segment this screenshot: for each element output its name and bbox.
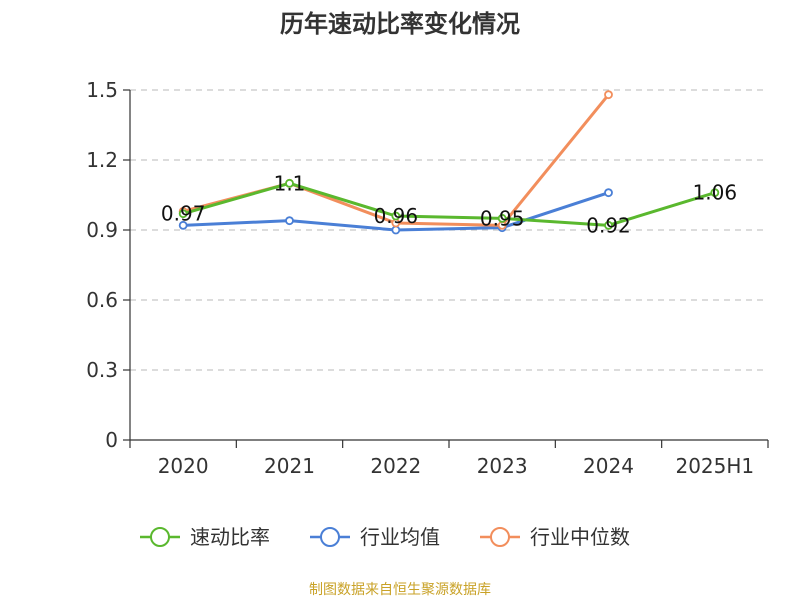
data-label: 0.96 xyxy=(374,204,419,228)
y-tick-label: 1.5 xyxy=(86,78,118,102)
data-point-0[interactable] xyxy=(497,213,507,223)
data-point-0[interactable] xyxy=(710,188,720,198)
data-label: 0.92 xyxy=(586,213,631,237)
data-point-1[interactable] xyxy=(178,220,188,230)
legend-label: 行业均值 xyxy=(360,525,440,549)
legend-label: 行业中位数 xyxy=(530,525,630,549)
axes: 0 0.3 0.6 0.9 1.2 1.5 2020 2021 2022 2023 2024 2025… xyxy=(86,78,769,478)
x-tick-label: 2024 xyxy=(583,454,634,478)
x-tick-label: 2020 xyxy=(158,454,209,478)
legend-item-1[interactable]: 行业均值 xyxy=(310,525,440,549)
data-point-0[interactable] xyxy=(391,211,401,221)
legend-item-0[interactable]: 速动比率 xyxy=(140,525,270,549)
x-tick-label: 2023 xyxy=(477,454,528,478)
legend-label: 速动比率 xyxy=(190,525,270,549)
legend-item-2[interactable]: 行业中位数 xyxy=(480,525,630,549)
chart-title: 历年速动比率变化情况 xyxy=(280,10,520,38)
data-point-0[interactable] xyxy=(604,220,613,230)
legend-swatch-marker xyxy=(320,527,340,547)
series-layer xyxy=(178,90,720,235)
data-label: 1.06 xyxy=(693,181,738,205)
x-tick-label: 2025H1 xyxy=(675,454,754,478)
y-tick-label: 1.2 xyxy=(86,148,118,172)
data-point-2[interactable] xyxy=(604,90,613,100)
y-tick-label: 0.3 xyxy=(86,358,118,382)
data-point-0[interactable] xyxy=(178,209,188,219)
y-tick-label: 0 xyxy=(105,428,118,452)
source-note: 制图数据来自恒生聚源数据库 xyxy=(309,582,491,598)
data-label: 1.1 xyxy=(274,171,306,195)
x-tick-label: 2021 xyxy=(264,454,315,478)
legend-swatch-marker xyxy=(490,527,510,547)
data-point-1[interactable] xyxy=(604,188,613,198)
data-labels: 0.97 1.1 0.96 0.95 0.92 1.06 xyxy=(161,171,737,237)
legend[interactable]: 速动比率 行业均值 行业中位数 xyxy=(140,525,630,549)
data-point-1[interactable] xyxy=(285,216,294,226)
series-line-0 xyxy=(182,181,716,227)
y-tick-label: 0.9 xyxy=(86,218,118,242)
data-label: 0.97 xyxy=(161,202,206,226)
data-point-0[interactable] xyxy=(285,178,294,188)
data-label: 0.95 xyxy=(480,206,525,230)
legend-swatch-marker xyxy=(150,527,170,547)
y-tick-label: 0.6 xyxy=(86,288,118,312)
x-tick-label: 2022 xyxy=(370,454,421,478)
